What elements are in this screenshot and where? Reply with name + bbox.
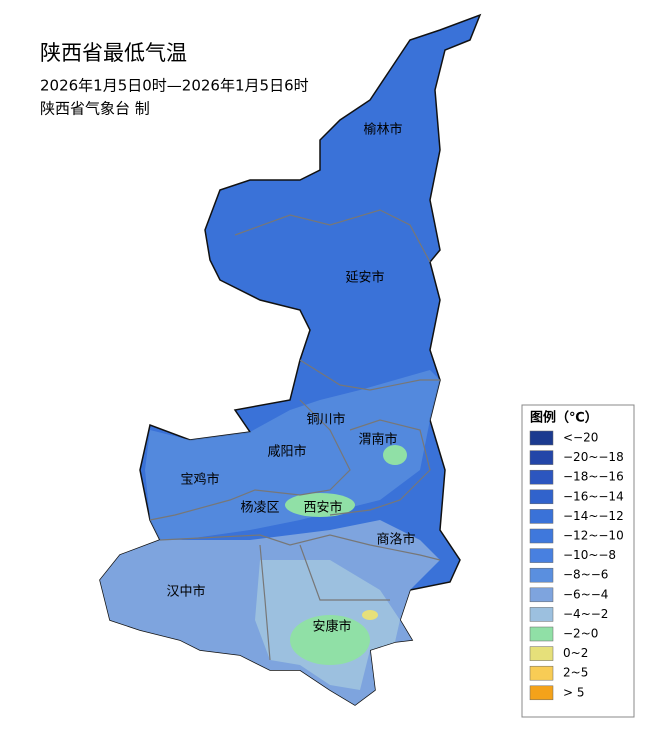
city-label: 安康市 [312, 619, 351, 635]
legend-swatch [529, 665, 554, 681]
legend-label: 2~5 [563, 666, 588, 680]
title: 陕西省最低气温 [40, 41, 187, 65]
legend-swatch [529, 450, 554, 465]
legend-label: −4~−2 [563, 607, 608, 621]
region-fill [383, 445, 407, 465]
legend-swatch [529, 567, 554, 583]
city-label: 宝鸡市 [180, 472, 219, 488]
city-label: 延安市 [345, 270, 384, 286]
legend-label: −10~−8 [563, 548, 616, 562]
city-label: 商洛市 [376, 532, 415, 548]
region-fill [362, 610, 378, 620]
legend-label: −20~−18 [563, 450, 624, 464]
boundaries [149, 209, 441, 661]
legend-swatch [529, 430, 554, 446]
city-label: 渭南市 [358, 432, 397, 448]
city-label: 汉中市 [166, 584, 205, 600]
legend-label: −2~0 [563, 627, 598, 641]
legend-label: −8~−6 [563, 568, 608, 582]
legend-label: <−20 [563, 431, 598, 445]
legend-title: 图例（℃） [530, 410, 598, 426]
legend-swatch [529, 587, 554, 603]
legend-label: −16~−14 [563, 489, 624, 503]
legend-label: −14~−12 [563, 509, 624, 523]
legend-swatch [529, 509, 554, 524]
legend-swatch [529, 489, 554, 505]
legend-label: −6~−4 [563, 587, 608, 601]
city-label: 铜川市 [306, 412, 345, 428]
city-label: 榆林市 [363, 122, 402, 138]
legend-label: 0~2 [563, 646, 588, 660]
city-label: 咸阳市 [267, 444, 306, 460]
map [99, 13, 482, 706]
region-fill [290, 615, 370, 665]
period: 2026年1月5日0时—2026年1月5日6时 [40, 77, 309, 95]
legend-swatch [529, 548, 554, 563]
legend-swatch [529, 528, 554, 544]
legend-swatch [529, 469, 554, 485]
legend: 图例（℃） <−20 −20~−18 −18~−16 −16~−14 −14~−12 −1… [521, 404, 635, 718]
region-fill [285, 493, 355, 517]
legend-swatch [529, 646, 554, 661]
city-label: 西安市 [303, 500, 342, 516]
legend-swatch [529, 607, 554, 622]
legend-swatch [529, 685, 554, 701]
legend-label: > 5 [563, 685, 585, 699]
legend-label: −12~−10 [563, 529, 624, 543]
legend-swatch [529, 626, 554, 642]
source: 陕西省气象台 制 [40, 100, 150, 118]
region-fill [145, 370, 440, 540]
legend-label: −18~−16 [563, 470, 624, 484]
city-label: 杨凌区 [240, 501, 279, 516]
